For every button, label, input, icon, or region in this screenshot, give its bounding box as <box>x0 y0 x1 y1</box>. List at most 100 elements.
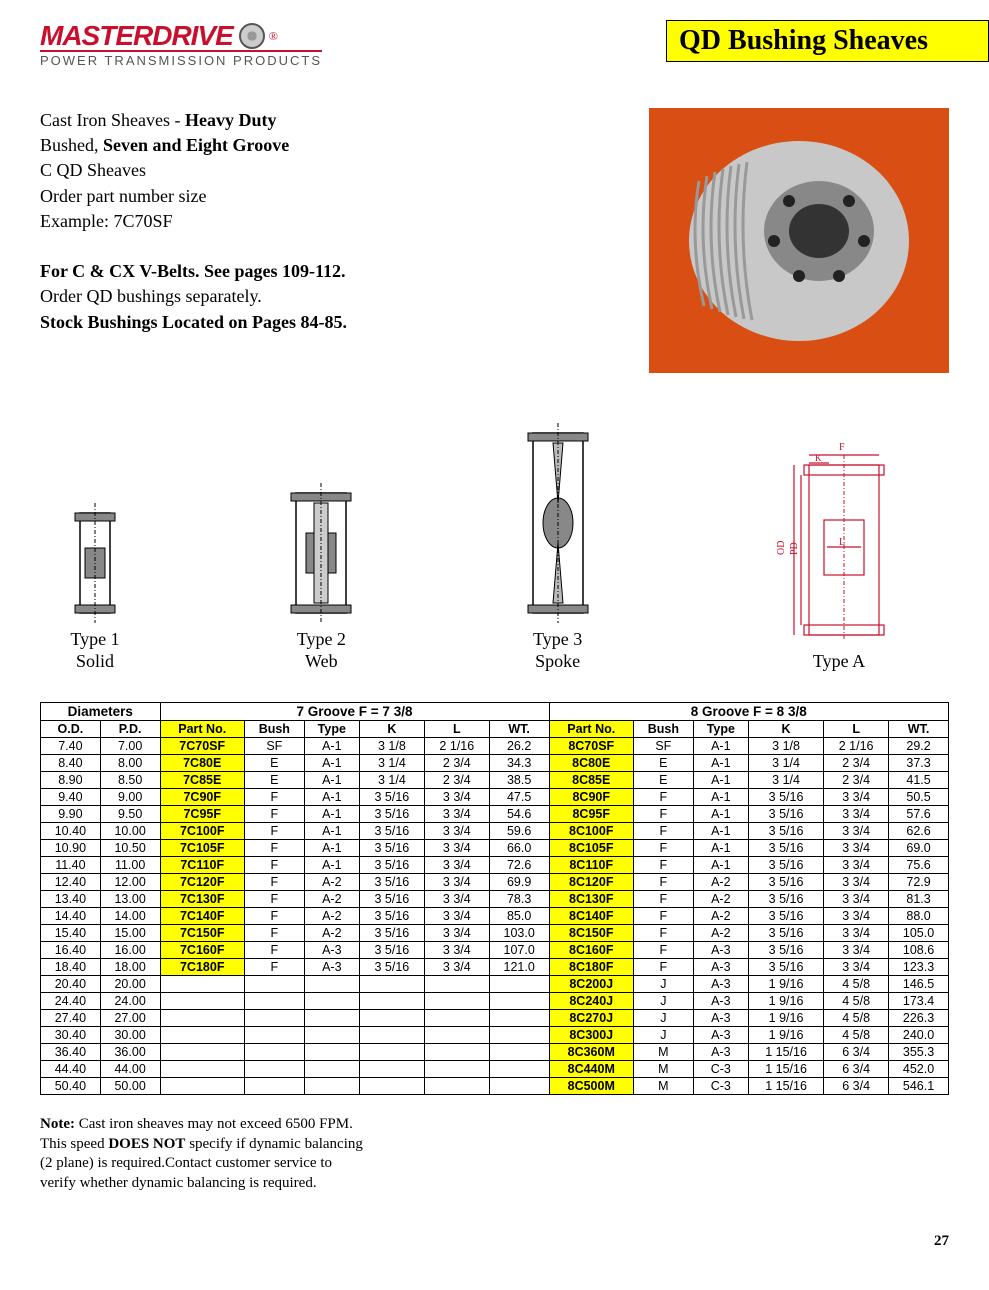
note-2a: This speed <box>40 1136 108 1152</box>
cell-t7: A-1 <box>304 772 359 789</box>
cell-w7: 34.3 <box>489 755 549 772</box>
cell-b8: F <box>633 908 693 925</box>
cell-p7: 7C95F <box>160 806 244 823</box>
cell-p8: 8C150F <box>549 925 633 942</box>
d1b: Solid <box>76 651 114 671</box>
cell-b7: F <box>244 806 304 823</box>
cell-w8: 75.6 <box>889 857 949 874</box>
cell-l8: 3 3/4 <box>824 840 889 857</box>
table-row: 14.4014.007C140FFA-23 5/163 3/485.08C140… <box>41 908 949 925</box>
cell-t8: A-3 <box>693 942 748 959</box>
cell-k7: 3 5/16 <box>359 857 424 874</box>
cell-k7: 3 5/16 <box>359 925 424 942</box>
cell-od: 9.40 <box>41 789 101 806</box>
cell-l8: 4 5/8 <box>824 976 889 993</box>
note-4: verify whether dynamic balancing is requ… <box>40 1175 317 1191</box>
cell-t8: A-3 <box>693 976 748 993</box>
cell-pd: 18.00 <box>100 959 160 976</box>
cell-p7: 7C140F <box>160 908 244 925</box>
cell-k8: 3 1/8 <box>748 738 823 755</box>
cell-w7: 54.6 <box>489 806 549 823</box>
col-l7: L <box>424 721 489 738</box>
cell-b7 <box>244 1044 304 1061</box>
hdr-8groove: 8 Groove F = 8 3/8 <box>549 703 948 721</box>
cell-w7: 107.0 <box>489 942 549 959</box>
cell-t7: A-2 <box>304 874 359 891</box>
cell-w8: 240.0 <box>889 1027 949 1044</box>
cell-t7 <box>304 1010 359 1027</box>
cell-w8: 69.0 <box>889 840 949 857</box>
cell-t7 <box>304 1044 359 1061</box>
cell-k8: 3 1/4 <box>748 772 823 789</box>
cell-p7 <box>160 1027 244 1044</box>
cell-od: 16.40 <box>41 942 101 959</box>
product-photo <box>649 108 949 373</box>
cell-k8: 3 5/16 <box>748 806 823 823</box>
cell-p8: 8C240J <box>549 993 633 1010</box>
cell-p8: 8C70SF <box>549 738 633 755</box>
svg-text:F: F <box>839 442 845 453</box>
table-row: 36.4036.008C360MMA-31 15/166 3/4355.3 <box>41 1044 949 1061</box>
cell-l8: 3 3/4 <box>824 806 889 823</box>
cell-l7: 3 3/4 <box>424 874 489 891</box>
cell-w7 <box>489 1044 549 1061</box>
intro-l3: C QD Sheaves <box>40 158 609 183</box>
footnote: Note: Cast iron sheaves may not exceed 6… <box>40 1115 520 1193</box>
cell-w7 <box>489 1078 549 1095</box>
page-number: 27 <box>40 1233 949 1250</box>
cell-k8: 1 9/16 <box>748 976 823 993</box>
col-l8: L <box>824 721 889 738</box>
cell-t8: A-2 <box>693 891 748 908</box>
cell-l8: 3 3/4 <box>824 925 889 942</box>
cell-k7: 3 5/16 <box>359 823 424 840</box>
cell-b7 <box>244 1027 304 1044</box>
cell-p8: 8C90F <box>549 789 633 806</box>
col-k7: K <box>359 721 424 738</box>
cell-w8: 50.5 <box>889 789 949 806</box>
cell-k7 <box>359 1010 424 1027</box>
note-1: Cast iron sheaves may not exceed 6500 FP… <box>75 1116 353 1132</box>
cell-p7 <box>160 1078 244 1095</box>
col-bush8: Bush <box>633 721 693 738</box>
cell-k8: 3 5/16 <box>748 874 823 891</box>
cell-od: 11.40 <box>41 857 101 874</box>
table-row: 18.4018.007C180FFA-33 5/163 3/4121.08C18… <box>41 959 949 976</box>
cell-b8: F <box>633 891 693 908</box>
table-row: 12.4012.007C120FFA-23 5/163 3/469.98C120… <box>41 874 949 891</box>
cell-l8: 3 3/4 <box>824 891 889 908</box>
cell-t7: A-3 <box>304 942 359 959</box>
table-row: 8.408.007C80EEA-13 1/42 3/434.38C80EEA-1… <box>41 755 949 772</box>
col-pn8: Part No. <box>549 721 633 738</box>
cell-w7 <box>489 1027 549 1044</box>
cell-w8: 226.3 <box>889 1010 949 1027</box>
cell-w8: 452.0 <box>889 1061 949 1078</box>
note-label: Note: <box>40 1116 75 1132</box>
cell-b7: F <box>244 789 304 806</box>
cell-t8: A-1 <box>693 738 748 755</box>
type1-solid-icon <box>60 503 130 623</box>
cell-t8: A-1 <box>693 806 748 823</box>
col-bush7: Bush <box>244 721 304 738</box>
d4a: Type A <box>813 651 865 671</box>
cell-l8: 3 3/4 <box>824 823 889 840</box>
cell-k7: 3 5/16 <box>359 789 424 806</box>
cell-l7: 2 3/4 <box>424 755 489 772</box>
cell-k8: 3 5/16 <box>748 840 823 857</box>
cell-k7: 3 1/8 <box>359 738 424 755</box>
table-row: 9.409.007C90FFA-13 5/163 3/447.58C90FFA-… <box>41 789 949 806</box>
cell-pd: 20.00 <box>100 976 160 993</box>
cell-l7: 3 3/4 <box>424 823 489 840</box>
cell-w8: 173.4 <box>889 993 949 1010</box>
cell-b8: F <box>633 925 693 942</box>
diagram-type2: Type 2Web <box>276 483 366 672</box>
cell-w8: 146.5 <box>889 976 949 993</box>
d3a: Type 3 <box>533 629 582 649</box>
cell-w7 <box>489 993 549 1010</box>
table-row: 20.4020.008C200JJA-31 9/164 5/8146.5 <box>41 976 949 993</box>
cell-l8: 4 5/8 <box>824 1010 889 1027</box>
cell-l8: 3 3/4 <box>824 789 889 806</box>
cell-b7 <box>244 1061 304 1078</box>
diagram-type1: Type 1Solid <box>60 503 130 672</box>
cell-b8: M <box>633 1078 693 1095</box>
cell-b7: F <box>244 891 304 908</box>
